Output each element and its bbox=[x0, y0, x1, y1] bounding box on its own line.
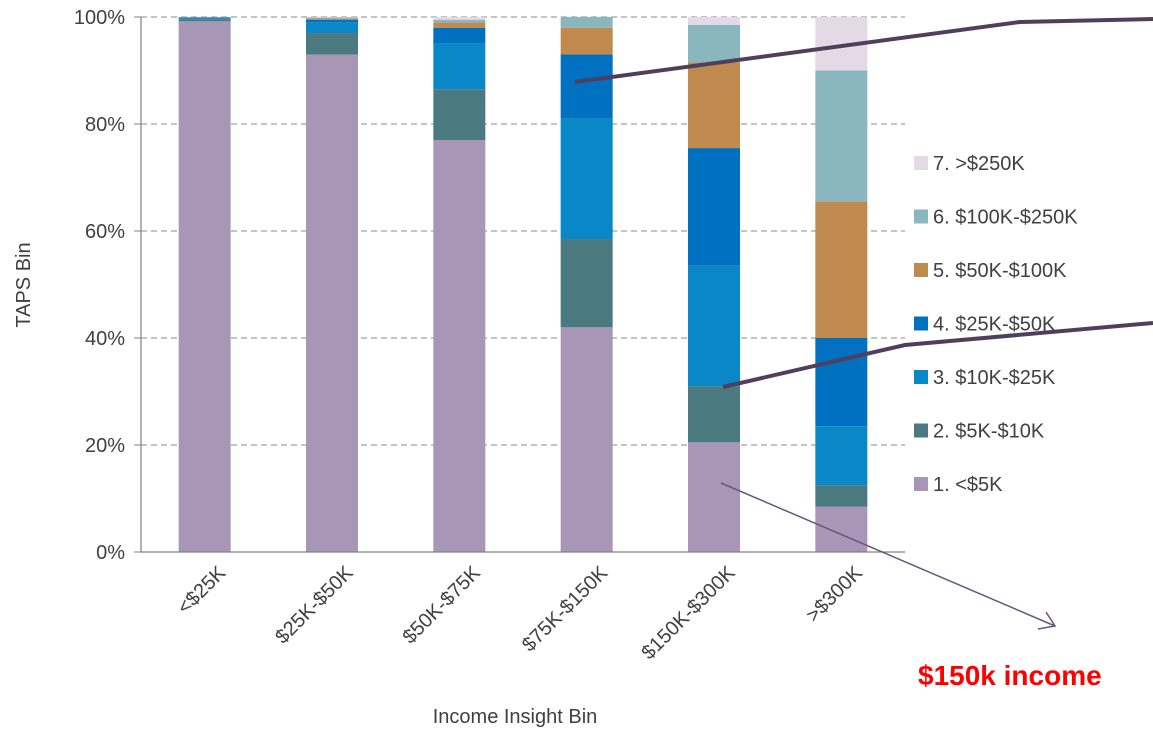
bar-segment bbox=[688, 17, 740, 26]
bar-segment bbox=[688, 25, 740, 63]
bar-segment bbox=[560, 327, 613, 552]
bar-segment bbox=[815, 485, 868, 507]
bar-segment bbox=[688, 265, 740, 387]
x-tick-label: $75K-$150K bbox=[518, 562, 613, 657]
legend-label: 5. $50K-$100K bbox=[933, 260, 1067, 282]
bar-segment bbox=[433, 27, 486, 44]
bar-segment bbox=[560, 54, 613, 119]
legend-label: 7. >$250K bbox=[933, 153, 1025, 175]
x-axis-ticks: <$25K $25K-$50K $50K-$75K $75K-$150K $150K-$… bbox=[173, 562, 867, 665]
bar-segment bbox=[560, 17, 613, 28]
gridlines bbox=[141, 16, 905, 446]
legend-label: 4. $25K-$50K bbox=[933, 314, 1056, 336]
bar-segment bbox=[178, 19, 231, 22]
bar-segment bbox=[306, 33, 358, 55]
bar-segment bbox=[306, 19, 358, 23]
y-tick-label: 0% bbox=[96, 542, 125, 564]
y-tick-label: 100% bbox=[74, 7, 125, 29]
callout-arrow-line bbox=[720, 482, 1056, 627]
bar-segment bbox=[688, 62, 740, 149]
bar-segment bbox=[433, 22, 486, 28]
legend-swatch bbox=[914, 209, 928, 224]
bar-segment bbox=[433, 17, 486, 20]
y-tick-label: 20% bbox=[85, 435, 125, 457]
legend-swatch bbox=[914, 477, 928, 491]
legend-label: 2. $5K-$10K bbox=[933, 421, 1045, 443]
x-tick-label: $150K-$300K bbox=[637, 562, 740, 665]
bar-segment bbox=[306, 18, 358, 20]
y-tick-label: 80% bbox=[85, 114, 125, 136]
bar-segment bbox=[688, 148, 740, 266]
axes bbox=[140, 17, 905, 553]
y-tick-label: 60% bbox=[85, 221, 125, 243]
callout-line-lower bbox=[722, 321, 1153, 389]
bars bbox=[178, 17, 868, 553]
bar-segment bbox=[815, 338, 868, 427]
bar-segment bbox=[815, 70, 868, 202]
x-tick-label: <$25K bbox=[173, 562, 230, 619]
bar-segment bbox=[306, 54, 358, 552]
bar-segment bbox=[560, 27, 613, 55]
bar-segment bbox=[560, 118, 613, 240]
x-axis-title: Income Insight Bin bbox=[433, 706, 598, 728]
bar-segment bbox=[433, 19, 486, 23]
legend-label: 3. $10K-$25K bbox=[933, 367, 1056, 389]
bar-segment bbox=[433, 140, 486, 553]
y-axis-ticks: 0% 20% 40% 60% 80% 100% bbox=[74, 7, 141, 564]
bar-segment bbox=[433, 89, 486, 141]
bar-segment bbox=[815, 506, 868, 552]
legend: 7. >$250K 6. $100K-$250K 5. $50K-$100K 4. $… bbox=[914, 153, 1078, 496]
bar-segment bbox=[815, 201, 868, 338]
callout-arrow-head bbox=[1037, 611, 1057, 630]
legend-label: 6. $100K-$250K bbox=[933, 207, 1078, 229]
bar-segment bbox=[178, 21, 231, 552]
x-tick-label: $25K-$50K bbox=[271, 562, 358, 649]
bar-segment bbox=[560, 239, 613, 328]
bar-segment bbox=[178, 18, 231, 20]
y-axis-title: TAPS Bin bbox=[13, 242, 35, 327]
legend-swatch bbox=[914, 370, 928, 384]
bar-segment bbox=[306, 17, 358, 19]
bar-segment bbox=[178, 17, 231, 19]
bar-segment bbox=[433, 43, 486, 90]
legend-swatch bbox=[914, 423, 928, 438]
callout-text: $150k income bbox=[918, 660, 1102, 691]
x-tick-label: $50K-$75K bbox=[399, 562, 486, 649]
bar-segment bbox=[306, 17, 358, 18]
bar-segment bbox=[815, 426, 868, 486]
bar-segment bbox=[688, 386, 740, 443]
legend-swatch bbox=[914, 316, 928, 331]
legend-swatch bbox=[914, 263, 928, 277]
bar-segment bbox=[306, 22, 358, 34]
callout-line-upper bbox=[574, 17, 1153, 84]
x-tick-label: >$300K bbox=[802, 562, 867, 627]
legend-label: 1. <$5K bbox=[933, 474, 1003, 496]
legend-swatch bbox=[914, 156, 928, 170]
y-tick-label: 40% bbox=[85, 328, 125, 350]
bar-segment bbox=[688, 442, 740, 552]
